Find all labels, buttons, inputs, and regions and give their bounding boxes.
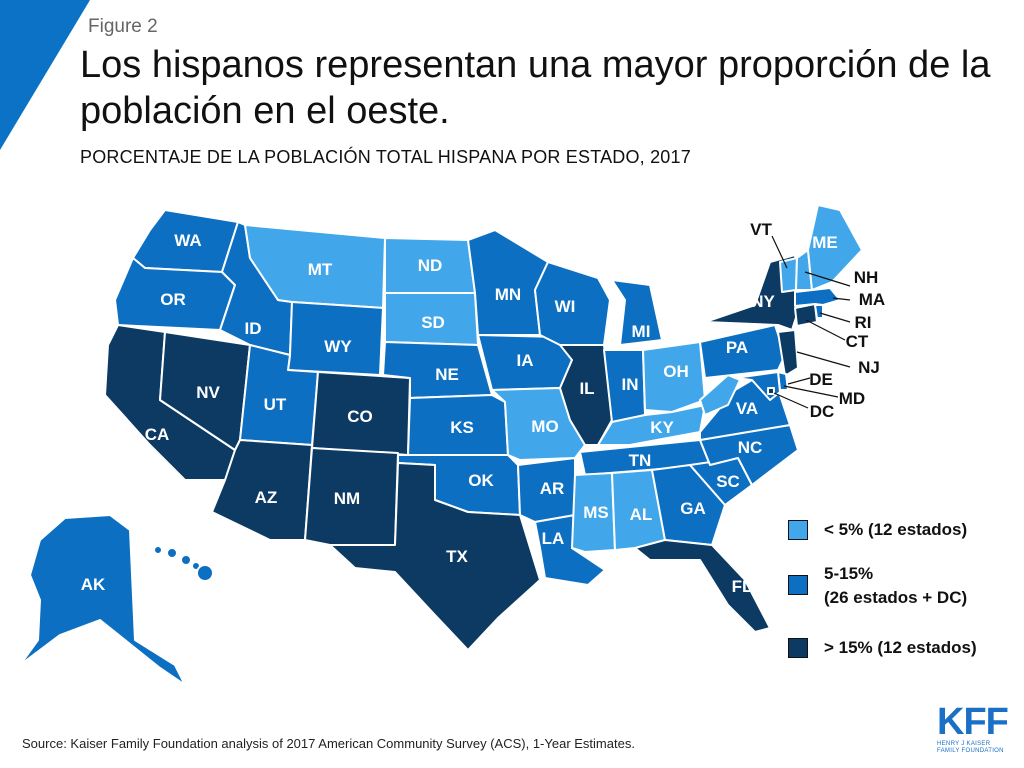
state-ak[interactable] [19, 514, 186, 686]
label-ma: MA [859, 290, 885, 309]
label-al: AL [630, 505, 653, 524]
state-ma[interactable] [794, 287, 841, 307]
leader-lines [771, 235, 851, 409]
label-fl: FL [732, 577, 753, 596]
label-ny: NY [751, 292, 775, 311]
legend-label-low: < 5% (12 estados) [824, 520, 968, 539]
label-or: OR [160, 290, 186, 309]
label-oh: OH [663, 362, 689, 381]
label-mo: MO [531, 417, 558, 436]
label-ut: UT [264, 395, 287, 414]
label-il: IL [579, 379, 594, 398]
kff-logo: KFF HENRY J KAISER FAMILY FOUNDATION [937, 703, 1013, 755]
state-tx[interactable] [329, 462, 541, 651]
label-ak: AK [81, 575, 106, 594]
label-nd: ND [418, 256, 443, 275]
label-de: DE [809, 370, 833, 389]
label-sc: SC [716, 472, 740, 491]
label-ms: MS [583, 503, 609, 522]
state-pa[interactable] [699, 324, 786, 379]
label-wi: WI [555, 297, 576, 316]
label-wy: WY [324, 337, 352, 356]
label-mn: MN [495, 285, 521, 304]
label-co: CO [347, 407, 373, 426]
label-ne: NE [435, 365, 459, 384]
label-mi: MI [632, 322, 651, 341]
label-ga: GA [680, 499, 706, 518]
label-id: ID [245, 319, 262, 338]
legend-label-mid-1: 5-15% [824, 564, 874, 583]
label-ok: OK [468, 471, 494, 490]
legend-swatch-mid [788, 575, 808, 595]
label-ca: CA [145, 425, 170, 444]
figure-label: Figure 2 [88, 16, 158, 37]
state-nj[interactable] [777, 329, 799, 377]
state-oh[interactable] [642, 341, 706, 413]
label-az: AZ [255, 488, 278, 507]
label-pa: PA [726, 338, 748, 357]
label-md: MD [839, 389, 865, 408]
state-me[interactable] [807, 204, 863, 291]
label-nm: NM [334, 489, 360, 508]
page-title: Los hispanos representan una mayor propo… [80, 44, 991, 132]
label-ri: RI [855, 313, 872, 332]
logo-mark: KFF [937, 701, 1009, 743]
state-fl[interactable] [634, 539, 771, 633]
label-dc: DC [810, 402, 835, 421]
state-ct[interactable] [794, 303, 818, 327]
label-ct: CT [846, 332, 869, 351]
label-sd: SD [421, 313, 445, 332]
state-vt[interactable] [779, 257, 798, 293]
logo-line-2: FAMILY FOUNDATION [937, 748, 1004, 754]
state-wi[interactable] [534, 261, 611, 346]
label-tn: TN [629, 451, 652, 470]
label-me: ME [812, 233, 838, 252]
label-in: IN [622, 375, 639, 394]
label-nh: NH [854, 268, 879, 287]
state-ky[interactable] [597, 404, 706, 446]
state-ri[interactable] [814, 304, 824, 319]
legend-swatch-high [788, 638, 808, 658]
logo-line-1: HENRY J KAISER [937, 741, 991, 747]
label-nc: NC [738, 438, 763, 457]
label-wa: WA [174, 231, 201, 250]
state-hi[interactable] [153, 545, 214, 582]
label-vt: VT [750, 220, 772, 239]
label-ky: KY [650, 418, 674, 437]
state-dc[interactable] [767, 387, 775, 395]
label-nj: NJ [858, 358, 880, 377]
corner-accent [0, 0, 90, 150]
label-ia: IA [517, 351, 534, 370]
label-mt: MT [308, 260, 333, 279]
legend-label-high: > 15% (12 estados) [824, 638, 977, 657]
label-ar: AR [540, 479, 565, 498]
state-ms[interactable] [571, 472, 616, 553]
legend-swatch-low [788, 520, 808, 540]
state-mn[interactable] [467, 229, 549, 336]
page-subtitle: PORCENTAJE DE LA POBLACIÓN TOTAL HISPANA… [80, 147, 691, 167]
label-la: LA [542, 529, 565, 548]
state-wv[interactable] [699, 374, 741, 416]
state-mi[interactable] [611, 279, 663, 346]
label-va: VA [736, 399, 758, 418]
label-ks: KS [450, 418, 474, 437]
label-tx: TX [446, 547, 468, 566]
label-nv: NV [196, 383, 220, 402]
source-note: Source: Kaiser Family Foundation analysi… [22, 736, 635, 751]
legend-label-mid-2: (26 estados + DC) [824, 588, 968, 607]
